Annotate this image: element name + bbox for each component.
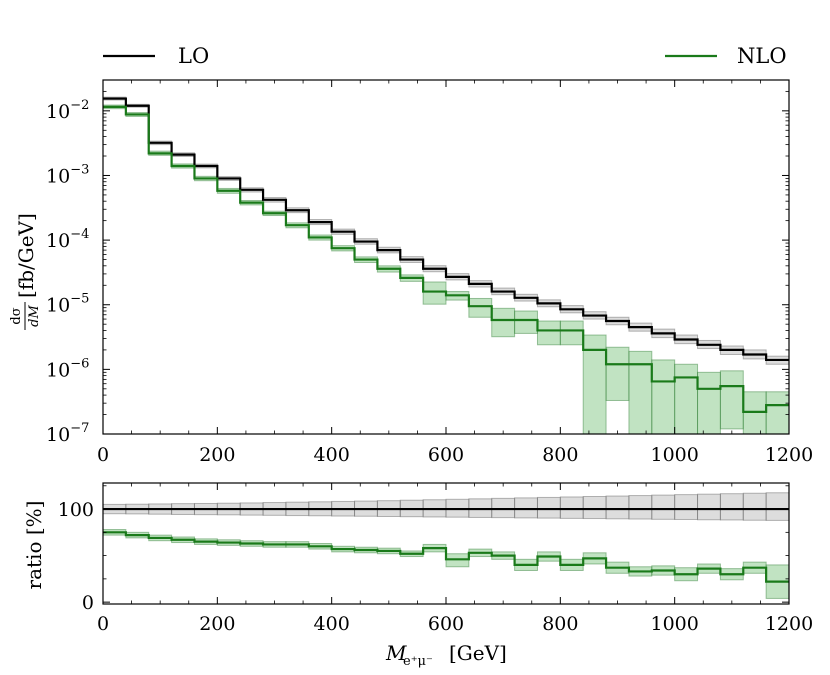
top-x-tick-label-5: 1000 bbox=[650, 444, 698, 466]
bottom-lo-band-bin-24 bbox=[651, 494, 676, 520]
top-x-ticks: 0 200 400 600 800 1000 1200 bbox=[97, 80, 813, 466]
bottom-lo-band-bin-19 bbox=[536, 496, 561, 519]
x-axis-title-unit: [GeV] bbox=[449, 641, 507, 665]
top-ylabel-numerator: dσ bbox=[9, 307, 24, 324]
top-y-tick-label-4: 10−6 bbox=[46, 356, 89, 381]
top-y-tick-label-0: 10−2 bbox=[46, 98, 89, 123]
top-panel: 10−210−310−410−510−610−7 0 200 400 600 800 10… bbox=[9, 79, 813, 466]
bottom-y-tick-label-0: 0 bbox=[82, 592, 94, 614]
top-series-lines bbox=[103, 97, 789, 413]
bottom-nlo-line bbox=[103, 531, 789, 583]
top-y-ticks: 10−2 10−3 10−4 10−5 10−6 10−7 bbox=[46, 79, 789, 446]
top-x-tick-label-1: 200 bbox=[199, 444, 235, 466]
top-y-tick-label-2: 10−4 bbox=[46, 227, 89, 252]
bottom-lo-band-bin-22 bbox=[605, 495, 630, 520]
bottom-lo-band-bin-25 bbox=[674, 494, 699, 520]
legend-lo-label: LO bbox=[178, 44, 209, 68]
bottom-lo-band-bin-20 bbox=[559, 496, 584, 519]
top-y-tick-label-1: 10−3 bbox=[46, 162, 89, 187]
legend-nlo-label: NLO bbox=[737, 44, 787, 68]
bottom-x-tick-label-2: 400 bbox=[314, 613, 350, 635]
bottom-x-tick-label-3: 600 bbox=[428, 613, 464, 635]
top-nlo-band-bin-16 bbox=[468, 297, 493, 318]
top-nlo-band-bin-26 bbox=[697, 371, 721, 435]
bottom-lo-band-bin-28 bbox=[742, 492, 767, 521]
bottom-y-tick-label-1: 100 bbox=[58, 499, 94, 521]
bottom-x-tick-label-6: 1200 bbox=[765, 613, 813, 635]
x-axis-title-subscript: e⁺μ⁻ bbox=[403, 654, 433, 669]
top-x-tick-label-6: 1200 bbox=[765, 444, 813, 466]
bottom-y-axis-title: ratio [%] bbox=[22, 501, 46, 590]
top-x-tick-label-0: 0 bbox=[97, 444, 109, 466]
bottom-x-tick-label-1: 200 bbox=[199, 613, 235, 635]
top-y-tick-label-3: 10−5 bbox=[46, 292, 89, 317]
top-y-tick-label-5: 10−7 bbox=[46, 421, 89, 446]
top-nlo-band-bin-27 bbox=[719, 370, 744, 430]
bottom-x-tick-label-0: 0 bbox=[97, 613, 109, 635]
top-ylabel-denominator: dM bbox=[27, 304, 42, 326]
bottom-lo-band-bin-23 bbox=[628, 495, 653, 520]
bottom-lo-band-bin-26 bbox=[697, 493, 721, 521]
bottom-panel: 0 100 0 200 400 600 800 1000 1200 ratio [%] bbox=[22, 482, 813, 635]
bottom-lo-band-bin-29 bbox=[765, 492, 790, 521]
top-lo-line bbox=[103, 97, 789, 362]
bottom-y-ticks: 0 100 bbox=[58, 485, 789, 614]
top-nlo-line bbox=[103, 105, 789, 413]
legend: LO NLO bbox=[103, 44, 787, 68]
top-nlo-band-bin-29 bbox=[765, 391, 790, 435]
bottom-lo-band-bin-27 bbox=[719, 493, 744, 521]
top-x-tick-label-3: 600 bbox=[428, 444, 464, 466]
bottom-x-tick-label-4: 800 bbox=[542, 613, 578, 635]
bottom-x-ticks: 0 200 400 600 800 1000 1200 bbox=[97, 483, 813, 635]
top-nlo-band-bin-22 bbox=[605, 346, 630, 401]
x-axis-title: M e⁺μ⁻ [GeV] bbox=[385, 641, 507, 669]
top-nlo-band-bin-14 bbox=[422, 281, 447, 305]
bottom-lo-band-bin-21 bbox=[582, 496, 607, 520]
bottom-series-lines bbox=[103, 507, 789, 583]
top-nlo-band-bin-20 bbox=[559, 320, 584, 346]
top-y-axis-title: dσ dM [fb/GeV] bbox=[9, 213, 42, 330]
top-nlo-band-bin-25 bbox=[674, 363, 699, 435]
top-nlo-band-bin-18 bbox=[514, 310, 538, 334]
top-x-tick-label-4: 800 bbox=[542, 444, 578, 466]
top-x-tick-label-2: 400 bbox=[314, 444, 350, 466]
bottom-x-tick-label-5: 1000 bbox=[650, 613, 698, 635]
top-nlo-band-bin-19 bbox=[536, 320, 561, 346]
top-ylabel-unit: [fb/GeV] bbox=[14, 213, 38, 298]
x-axis-title-main: M bbox=[385, 641, 407, 665]
bottom-lo-band-bin-18 bbox=[514, 497, 538, 519]
top-nlo-band-bin-24 bbox=[651, 359, 676, 435]
top-nlo-band-bin-17 bbox=[491, 307, 516, 338]
top-uncertainty-bands bbox=[102, 96, 790, 435]
